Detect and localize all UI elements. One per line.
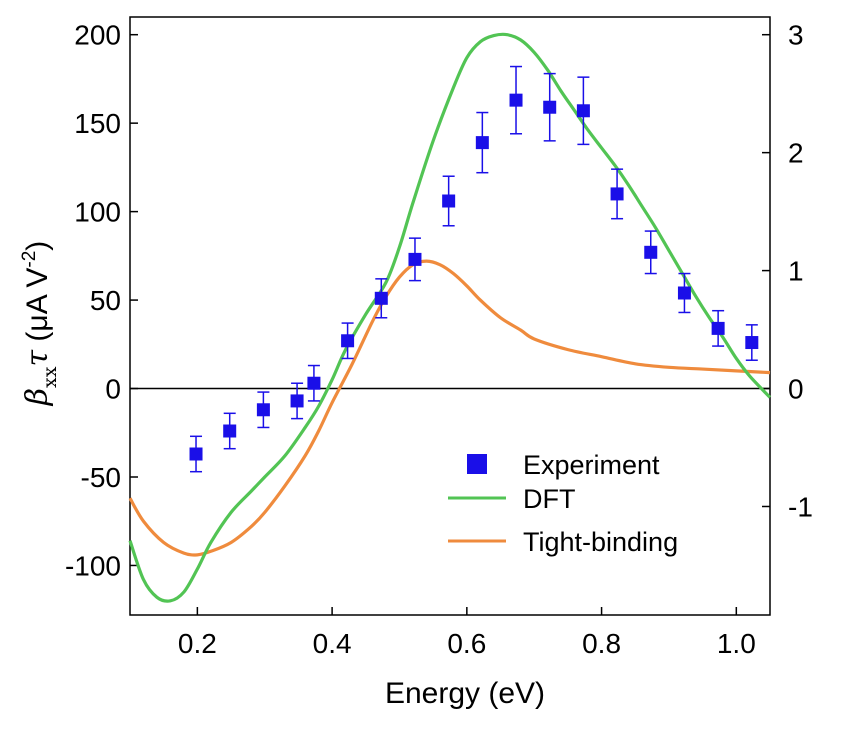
y-tick-label: 200 bbox=[74, 20, 121, 51]
data-point bbox=[374, 291, 388, 305]
y-tick-label: 50 bbox=[90, 285, 121, 316]
legend-label-tight-binding: Tight-binding bbox=[523, 527, 678, 557]
data-point bbox=[644, 245, 658, 259]
y-axis-tau: τ bbox=[20, 350, 55, 367]
y-tick-label: -100 bbox=[65, 550, 121, 581]
data-point bbox=[442, 194, 456, 208]
x-tick-label: 0.6 bbox=[447, 628, 486, 659]
y-tick-label: 150 bbox=[74, 108, 121, 139]
series-line-tight-binding bbox=[128, 259, 771, 557]
legend: Experiment DFT Tight-binding bbox=[448, 450, 678, 557]
data-point bbox=[745, 336, 759, 350]
data-point bbox=[677, 286, 691, 300]
y-axis-subscript: xx bbox=[39, 366, 61, 388]
data-point bbox=[475, 136, 489, 150]
y-axis-left: -100 -50 0 50 100 150 200 bbox=[65, 20, 138, 581]
y2-tick-label: 2 bbox=[788, 138, 804, 169]
data-point bbox=[408, 252, 422, 266]
data-point bbox=[307, 376, 321, 390]
data-point bbox=[610, 187, 624, 201]
x-axis: 0.2 0.4 0.6 0.8 1.0 bbox=[178, 607, 756, 659]
data-point bbox=[509, 93, 523, 107]
data-point bbox=[223, 424, 237, 438]
x-tick-label: 0.2 bbox=[178, 628, 217, 659]
data-point bbox=[256, 403, 270, 417]
data-point bbox=[576, 104, 590, 118]
y-axis-right: -1 0 1 2 3 bbox=[762, 20, 813, 522]
experiment-points bbox=[189, 65, 759, 473]
y-axis-units-exp: -2 bbox=[19, 251, 40, 268]
legend-label-dft: DFT bbox=[523, 484, 575, 514]
x-axis-title: Energy (eV) bbox=[385, 677, 545, 710]
y-tick-label: -50 bbox=[81, 462, 121, 493]
series-line-dft bbox=[128, 32, 772, 603]
x-tick-label: 1.0 bbox=[717, 628, 756, 659]
data-point bbox=[543, 100, 557, 114]
y-axis-units-close: ) bbox=[21, 241, 54, 251]
y2-tick-label: 1 bbox=[788, 256, 804, 287]
y2-tick-label: 0 bbox=[788, 374, 804, 405]
x-tick-label: 0.8 bbox=[582, 628, 621, 659]
y2-tick-label: -1 bbox=[788, 491, 813, 522]
y-axis-symbol: β bbox=[20, 388, 55, 406]
x-tick-label: 0.4 bbox=[313, 628, 352, 659]
data-point bbox=[711, 321, 725, 335]
y-axis-title: βxxτ (μA V-2) bbox=[19, 241, 61, 407]
data-point bbox=[189, 447, 203, 461]
data-point bbox=[341, 334, 355, 348]
y-tick-label: 0 bbox=[105, 374, 121, 405]
series-lines bbox=[128, 32, 772, 603]
legend-marker-experiment bbox=[467, 454, 487, 474]
data-point bbox=[290, 394, 304, 408]
y-axis-units-open: (μA V bbox=[21, 268, 54, 350]
plot-frame bbox=[129, 16, 771, 616]
y2-tick-label: 3 bbox=[788, 20, 804, 51]
legend-label-experiment: Experiment bbox=[523, 450, 660, 480]
y-tick-label: 100 bbox=[74, 197, 121, 228]
